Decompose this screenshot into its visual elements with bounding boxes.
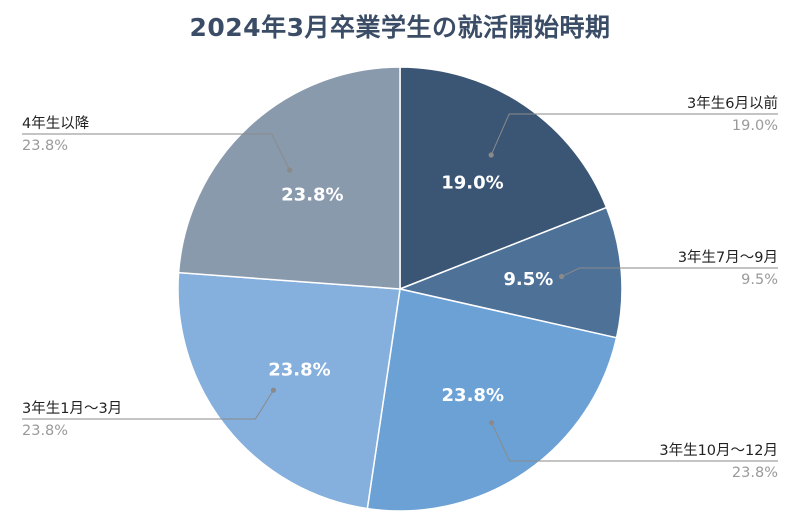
pie-slices	[177, 66, 623, 512]
callouts: 3年生6月以前 19.0% 3年生7月～9月 9.5% 3年生10月～12月 23.8% 3…	[22, 95, 778, 481]
slice-percent-label: 23.8%	[22, 423, 68, 439]
pie-slice	[399, 66, 608, 291]
leader-line	[491, 422, 778, 462]
slice-percent-label: 23.8%	[22, 138, 68, 154]
slice-category-label: 3年生7月～9月	[678, 249, 778, 266]
pie-slice	[177, 271, 401, 510]
slice-percent-label: 23.8%	[732, 465, 778, 481]
slice-category-label: 4年生以降	[22, 115, 89, 132]
slice-value-label: 23.8%	[281, 185, 343, 206]
slice-value-label: 9.5%	[503, 269, 553, 290]
leader-line	[22, 133, 291, 171]
leader-line	[22, 389, 274, 420]
slice-category-label: 3年生6月以前	[687, 95, 778, 112]
leader-line	[490, 113, 778, 156]
pie-slice	[397, 206, 623, 339]
slice-category-label: 3年生1月～3月	[22, 400, 122, 417]
slice-percent-label: 9.5%	[741, 272, 778, 288]
slice-percent-label: 19.0%	[732, 118, 778, 134]
pie-slice	[177, 66, 401, 290]
slice-value-label: 23.8%	[442, 385, 504, 406]
slice-value-label: 23.8%	[268, 359, 330, 380]
pie-slice	[366, 288, 618, 512]
chart-title: 2024年3月卒業学生の就活開始時期	[189, 13, 611, 42]
slice-category-label: 3年生10月～12月	[659, 442, 778, 459]
leader-line	[561, 267, 778, 277]
slice-labels: 19.0% 9.5% 23.8% 23.8% 23.8%	[268, 173, 553, 407]
slice-value-label: 19.0%	[441, 173, 503, 194]
